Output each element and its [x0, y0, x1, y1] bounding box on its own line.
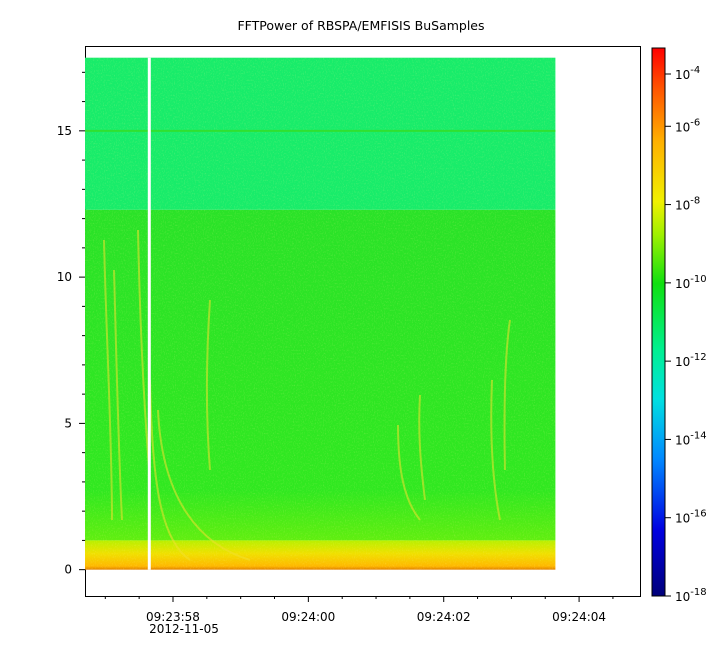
colorbar-tick-label-2: 10-6	[675, 117, 700, 134]
emission-arc-8	[418, 394, 426, 501]
x-tick-label-4: 09:24:04	[552, 610, 606, 624]
heatmap-texture	[85, 57, 556, 570]
emission-arc-2	[113, 269, 123, 521]
data-gap	[147, 57, 151, 570]
y-tick-label-4: 15	[57, 124, 72, 138]
y-tick-label-3: 10	[57, 270, 72, 284]
emission-arc-6	[206, 299, 211, 471]
x-tick-label-1: 09:23:58	[146, 610, 200, 624]
emission-arc-10	[503, 319, 511, 471]
colorbar-tick-label-8: 10-18	[675, 587, 707, 604]
y-tick-label-1: 0	[64, 563, 72, 577]
emission-arc-7	[397, 424, 421, 521]
colorbar-tick-label-5: 10-12	[675, 352, 707, 369]
x-tick-label-3: 09:24:02	[417, 610, 471, 624]
emission-arc-5	[157, 409, 251, 561]
colorbar-tick-label-1: 10-4	[675, 65, 700, 82]
colorbar-tick-label-4: 10-10	[675, 274, 707, 291]
spectrogram-heatmap	[85, 57, 556, 570]
colorbar	[651, 47, 666, 597]
colorbar-tick-label-6: 10-14	[675, 430, 707, 447]
emission-arc-1	[103, 239, 113, 521]
emission-arc-4	[149, 379, 191, 561]
colorbar-tick-label-7: 10-16	[675, 509, 707, 526]
emission-arc-9	[490, 379, 501, 521]
chart-title: FFTPower of RBSPA/EMFISIS BuSamples	[237, 18, 484, 33]
date-label: 2012-11-05	[149, 622, 219, 636]
x-axis: 09:23:58 09:24:00 09:24:02 09:24:04	[104, 596, 614, 624]
colorbar-axis: 10-4 10-6 10-8 10-10 10-12 10-14 10-16 10-18	[665, 65, 707, 604]
y-tick-label-2: 5	[64, 416, 72, 430]
y-axis: 0 5 10 15	[57, 71, 85, 577]
colorbar-tick-label-3: 10-8	[675, 196, 700, 213]
x-tick-label-2: 09:24:00	[281, 610, 335, 624]
